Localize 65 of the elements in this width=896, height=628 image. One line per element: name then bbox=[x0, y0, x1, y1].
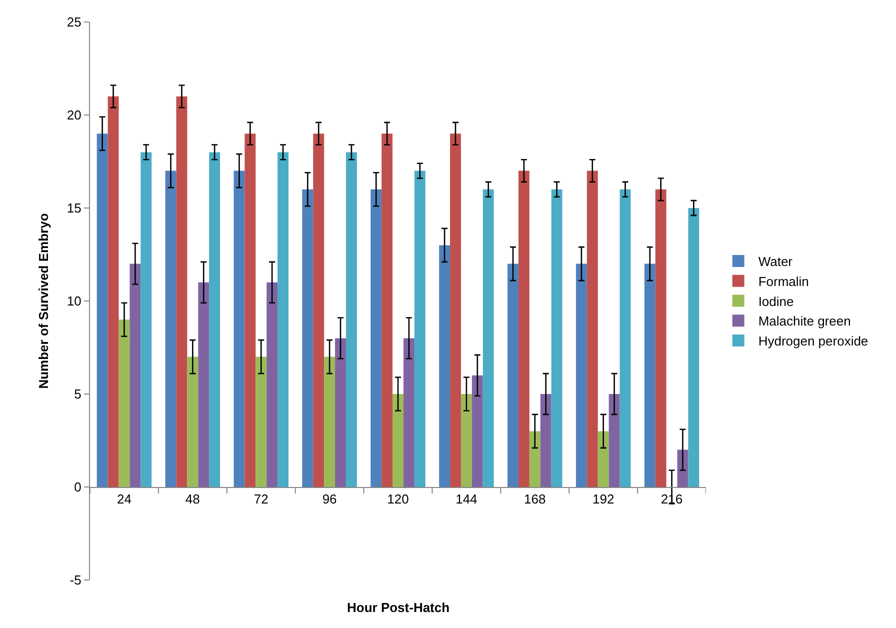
bar bbox=[608, 394, 620, 487]
bar bbox=[382, 134, 393, 487]
bar bbox=[598, 431, 609, 487]
bar bbox=[450, 134, 461, 487]
bar bbox=[460, 394, 472, 487]
legend-label: Malachite green bbox=[758, 314, 851, 329]
x-tick-label: 24 bbox=[116, 492, 132, 507]
x-tick-label: 48 bbox=[185, 492, 200, 507]
bar bbox=[576, 264, 587, 487]
y-tick-label: 15 bbox=[66, 200, 82, 216]
bar bbox=[529, 431, 540, 487]
x-tick-label: 168 bbox=[524, 492, 546, 507]
legend-label: Iodine bbox=[758, 294, 794, 309]
y-tick-label: -5 bbox=[70, 572, 82, 588]
legend-label: Water bbox=[758, 254, 794, 270]
y-tick-label: 25 bbox=[66, 14, 82, 30]
bar bbox=[176, 96, 188, 487]
y-tick-label: 5 bbox=[74, 386, 82, 402]
bar bbox=[518, 170, 530, 487]
bar bbox=[644, 264, 656, 487]
bar bbox=[187, 356, 198, 487]
bar bbox=[688, 208, 700, 487]
bar bbox=[540, 394, 552, 487]
bar bbox=[586, 170, 598, 487]
bar bbox=[118, 320, 130, 487]
bar bbox=[266, 282, 278, 487]
bar bbox=[620, 189, 631, 487]
bar bbox=[96, 134, 108, 487]
bar bbox=[439, 245, 450, 487]
x-tick-label: 72 bbox=[254, 492, 268, 507]
bar bbox=[335, 338, 346, 487]
y-tick-label: 20 bbox=[66, 108, 82, 123]
bar bbox=[278, 152, 288, 487]
bar bbox=[482, 189, 494, 487]
bar bbox=[244, 134, 256, 487]
bar bbox=[108, 96, 119, 487]
legend-label: Formalin bbox=[758, 274, 809, 289]
bar bbox=[324, 356, 336, 487]
x-tick-label: 144 bbox=[456, 492, 478, 507]
bar bbox=[256, 356, 267, 487]
bar bbox=[302, 189, 314, 487]
bar bbox=[508, 264, 518, 487]
bar bbox=[130, 264, 141, 487]
x-tick-label: 120 bbox=[387, 492, 409, 507]
bar bbox=[472, 375, 483, 487]
bar bbox=[551, 189, 562, 487]
bar bbox=[655, 189, 666, 487]
bar bbox=[165, 170, 176, 487]
bar bbox=[346, 152, 357, 487]
x-tick-label: 192 bbox=[592, 492, 614, 507]
bar bbox=[234, 170, 245, 487]
bar bbox=[414, 170, 426, 487]
bar bbox=[198, 282, 210, 487]
y-tick-label: 0 bbox=[74, 480, 82, 495]
y-tick-label: 10 bbox=[66, 294, 82, 309]
bar bbox=[392, 394, 404, 487]
bar bbox=[209, 152, 220, 487]
legend-label: Hydrogen peroxide bbox=[758, 334, 868, 349]
bar bbox=[313, 134, 324, 487]
bar bbox=[140, 152, 152, 487]
x-tick-label: 96 bbox=[322, 492, 337, 507]
bar bbox=[370, 189, 382, 487]
bar bbox=[403, 338, 414, 487]
y-axis-title: Number of Survived Embryo bbox=[36, 213, 51, 389]
x-axis-title: Hour Post-Hatch bbox=[347, 600, 450, 615]
